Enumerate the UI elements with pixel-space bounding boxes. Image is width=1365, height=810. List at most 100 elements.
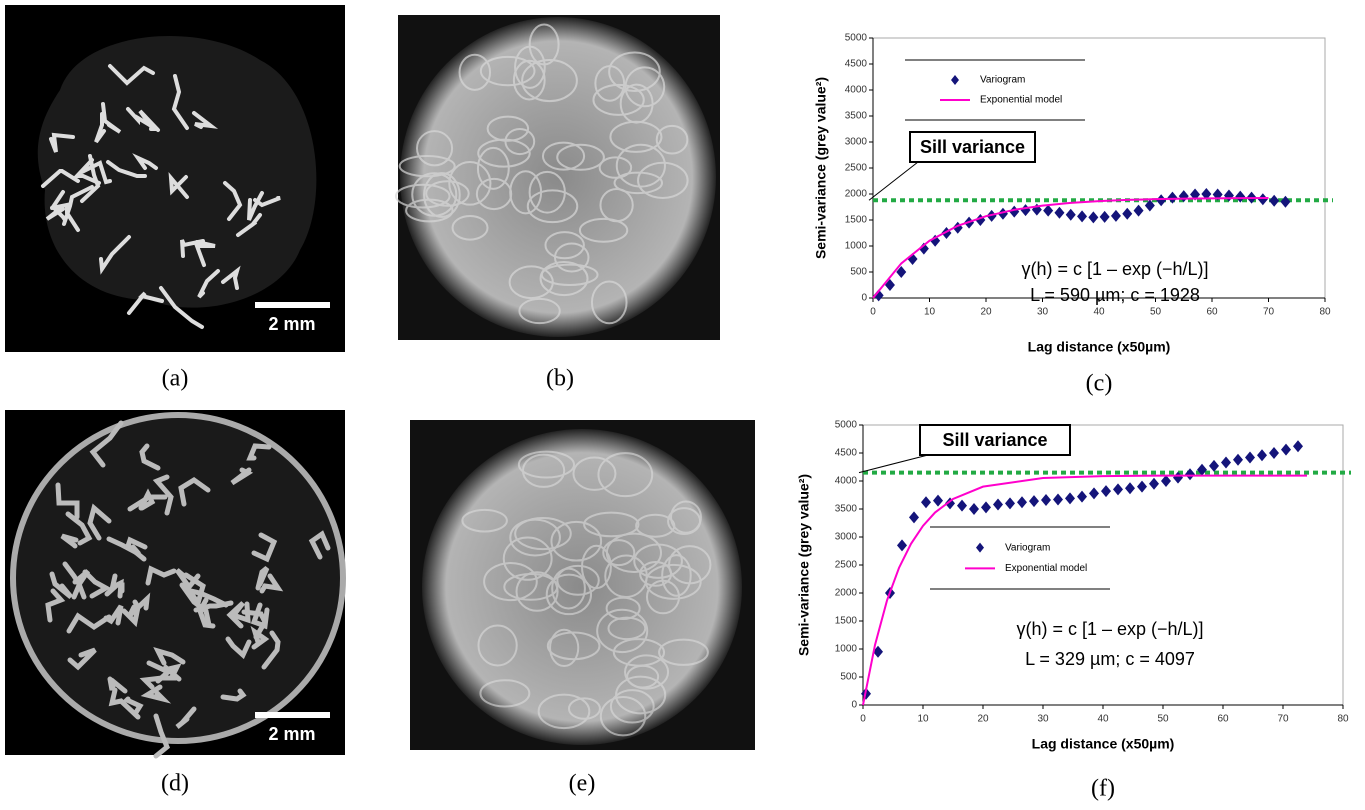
legend-label: Variogram — [1005, 542, 1050, 553]
x-tick-label: 50 — [1157, 714, 1169, 725]
variogram-point — [1221, 457, 1231, 469]
scale-bar — [255, 302, 330, 308]
variogram-point — [1066, 209, 1076, 221]
x-tick-label: 40 — [1093, 307, 1105, 318]
equation: L = 329 µm; c = 4097 — [1025, 649, 1195, 669]
y-tick-label: 4000 — [845, 85, 868, 96]
y-tick-label: 3000 — [835, 532, 858, 543]
y-tick-label: 4500 — [845, 59, 868, 70]
x-tick-label: 60 — [1206, 307, 1218, 318]
variogram-point — [1029, 495, 1039, 507]
x-tick-label: 50 — [1150, 307, 1162, 318]
variogram-point — [1258, 193, 1268, 205]
variogram-point — [1281, 444, 1291, 456]
x-tick-label: 0 — [860, 714, 866, 725]
x-tick-label: 0 — [870, 307, 876, 318]
y-tick-label: 5000 — [845, 33, 868, 44]
equation: L = 590 µm; c = 1928 — [1030, 285, 1200, 305]
variogram-point — [1054, 207, 1064, 219]
panel-label: (e) — [569, 771, 596, 797]
variogram-point — [1233, 454, 1243, 466]
variogram-point — [1005, 497, 1015, 509]
y-tick-label: 1500 — [835, 616, 858, 627]
x-tick-label: 20 — [980, 307, 992, 318]
page: 2 mm (a) (b) 2 mm (d) (e) 05001000150020… — [0, 0, 1365, 810]
panel-label: (f) — [1091, 776, 1115, 802]
panel-label: (a) — [162, 366, 189, 392]
variogram-point — [957, 500, 967, 512]
scale-bar — [255, 712, 330, 718]
variogram-point — [1017, 496, 1027, 508]
variogram-point — [1137, 481, 1147, 493]
variogram-point — [1269, 447, 1279, 459]
variogram-point — [1101, 485, 1111, 497]
y-tick-label: 500 — [840, 672, 857, 683]
variogram-point — [1122, 208, 1132, 220]
variogram-point — [921, 496, 931, 508]
x-tick-label: 80 — [1319, 307, 1331, 318]
variogram-point — [1111, 210, 1121, 222]
y-tick-label: 5000 — [835, 420, 858, 431]
variogram-point — [1209, 460, 1219, 472]
variogram-point — [897, 539, 907, 551]
variogram-point — [1053, 493, 1063, 505]
variogram-point — [1185, 468, 1195, 480]
x-tick-label: 10 — [924, 307, 936, 318]
y-tick-label: 2500 — [835, 560, 858, 571]
sill-pointer — [859, 455, 928, 473]
variogram-point — [1161, 475, 1171, 487]
figure: 2 mm (a) (b) 2 mm (d) (e) 05001000150020… — [0, 0, 1365, 810]
legend-label: Exponential model — [980, 95, 1062, 106]
x-axis-label: Lag distance (x50µm) — [1028, 339, 1171, 355]
sill-pointer — [869, 162, 918, 200]
variogram-point — [1134, 205, 1144, 217]
x-tick-label: 30 — [1037, 714, 1049, 725]
legend-label: Variogram — [980, 75, 1025, 86]
variogram-point — [1021, 204, 1031, 216]
panel-label: (b) — [546, 366, 574, 392]
y-tick-label: 1500 — [845, 215, 868, 226]
x-tick-label: 70 — [1263, 307, 1275, 318]
variogram-point — [1009, 206, 1019, 218]
y-tick-label: 1000 — [835, 644, 858, 655]
equation: γ(h) = c [1 – exp (−h/L)] — [1016, 619, 1203, 639]
variogram-point — [1077, 210, 1087, 222]
variogram-point — [969, 503, 979, 515]
variogram-point — [1100, 211, 1110, 223]
variogram-point — [1156, 194, 1166, 206]
y-tick-label: 500 — [850, 267, 867, 278]
variogram-point — [993, 499, 1003, 511]
scale-text: 2 mm — [268, 724, 315, 744]
legend-label: Exponential model — [1005, 563, 1087, 574]
variogram-point — [1245, 451, 1255, 463]
y-tick-label: 4000 — [835, 476, 858, 487]
variogram-point — [909, 511, 919, 523]
y-tick-label: 4500 — [835, 448, 858, 459]
y-tick-label: 3500 — [845, 111, 868, 122]
variogram-point — [1280, 196, 1290, 208]
y-tick-label: 0 — [851, 700, 857, 711]
panel-label: (c) — [1086, 371, 1113, 397]
y-tick-label: 0 — [861, 293, 867, 304]
variogram-point — [1167, 192, 1177, 204]
sill-label: Sill variance — [920, 137, 1025, 157]
x-tick-label: 80 — [1337, 714, 1349, 725]
variogram-point — [981, 501, 991, 513]
variogram-point — [1269, 195, 1279, 207]
equation: γ(h) = c [1 – exp (−h/L)] — [1021, 259, 1208, 279]
variogram-point — [933, 495, 943, 507]
y-axis-label: Semi-variance (grey value²) — [796, 474, 812, 656]
x-tick-label: 20 — [977, 714, 989, 725]
y-tick-label: 2000 — [835, 588, 858, 599]
variogram-point — [1088, 211, 1098, 223]
variogram-point — [1077, 491, 1087, 503]
y-tick-label: 2000 — [845, 189, 868, 200]
legend-marker — [976, 543, 984, 553]
variogram-point — [1149, 478, 1159, 490]
x-tick-label: 70 — [1277, 714, 1289, 725]
y-axis-label: Semi-variance (grey value²) — [813, 77, 829, 259]
variogram-point — [1065, 492, 1075, 504]
y-tick-label: 3000 — [845, 137, 868, 148]
y-tick-label: 3500 — [835, 504, 858, 515]
variogram-point — [1041, 494, 1051, 506]
